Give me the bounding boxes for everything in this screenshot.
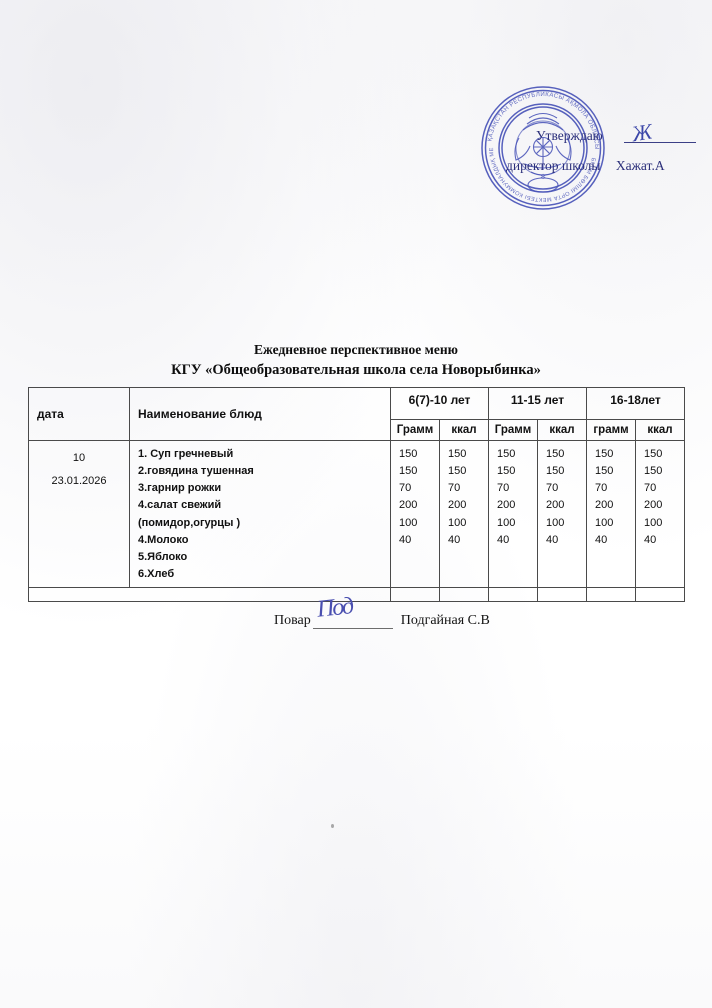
header-gram-16-18: грамм xyxy=(586,419,636,441)
table-header-row-groups: дата Наименование блюд 6(7)-10 лет 11-15… xyxy=(28,387,685,441)
cook-role-label: Повар xyxy=(274,613,311,628)
header-age-group-6-10: 6(7)-10 лет xyxy=(390,387,489,420)
list-item: 150 xyxy=(546,448,565,460)
cell-gram-16-18: 150 150 70 200 100 40 xyxy=(586,439,636,589)
approval-block: Утверждаю Ж директор школы Хажат.А xyxy=(506,119,706,173)
list-item: 100 xyxy=(595,516,614,529)
list-item: 150 xyxy=(497,465,516,478)
list-item: 40 xyxy=(399,533,412,546)
list-item: 40 xyxy=(546,533,559,546)
list-item: 40 xyxy=(595,533,608,546)
list-item: 70 xyxy=(448,482,461,495)
list-item: 150 xyxy=(644,448,663,460)
director-signature-line xyxy=(624,142,696,143)
official-seal-stamp: ҚАЗАҚСТАН РЕСПУБЛИКАСЫ АҚМОЛА ОБЛЫСЫ АҚК… xyxy=(479,84,607,212)
list-item: 3.гарнир рожки xyxy=(138,482,222,495)
svg-text:✻: ✻ xyxy=(540,173,546,181)
list-item: 200 xyxy=(644,499,663,512)
list-item: 150 xyxy=(448,465,467,478)
director-position-label: директор школы xyxy=(506,158,601,173)
empty-cell-kcal-16-18 xyxy=(635,587,685,603)
list-item: 6.Хлеб xyxy=(138,568,175,581)
list-item: 40 xyxy=(644,533,657,546)
list-item: 150 xyxy=(595,465,614,478)
cell-kcal-11-15: 150 150 70 200 100 40 xyxy=(537,439,587,589)
list-item: 40 xyxy=(448,533,461,546)
cell-gram-11-15: 150 150 70 200 100 40 xyxy=(488,439,538,589)
page-title: Ежедневное перспективное меню КГУ «Общео… xyxy=(0,340,712,381)
empty-cell-kcal-11-15 xyxy=(537,587,587,603)
menu-table: дата Наименование блюд 6(7)-10 лет 11-15… xyxy=(28,387,685,603)
list-item: 200 xyxy=(546,499,565,512)
list-item: 150 xyxy=(399,448,418,460)
header-kcal-16-18: ккал xyxy=(635,419,685,441)
list-item: 2.говядина тушенная xyxy=(138,465,254,478)
list-item: 200 xyxy=(448,499,467,512)
cook-signature-line: Под xyxy=(312,593,393,629)
director-name: Хажат.А xyxy=(615,158,665,173)
header-age-group-11-15: 11-15 лет xyxy=(488,387,587,420)
list-item: 70 xyxy=(644,482,657,495)
list-item: 100 xyxy=(399,516,418,529)
empty-cell-gram-6-10 xyxy=(390,587,440,603)
approval-row-director: директор школы Хажат.А xyxy=(506,156,665,177)
list-item: 150 xyxy=(644,465,663,478)
list-item: (помидор,огурцы ) xyxy=(138,516,241,529)
empty-cell-gram-16-18 xyxy=(586,587,636,603)
title-line-1: Ежедневное перспективное меню xyxy=(254,342,458,357)
header-gram-6-10: Грамм xyxy=(390,419,440,441)
list-item: 100 xyxy=(644,516,663,529)
header-date: дата xyxy=(28,387,130,441)
list-item: 4.салат свежий xyxy=(138,499,222,512)
cook-name: Подгайная С.В xyxy=(400,613,490,628)
list-item: 100 xyxy=(546,516,565,529)
header-kcal-11-15: ккал xyxy=(537,419,587,441)
approval-row-utverzhdayu: Утверждаю Ж xyxy=(506,119,706,146)
list-item: 150 xyxy=(546,465,565,478)
list-item: 5.Яблоко xyxy=(138,550,188,563)
list-item: 150 xyxy=(448,448,467,460)
cell-date: 10 23.01.2026 xyxy=(28,439,130,589)
header-age-group-16-18: 16-18лет xyxy=(586,387,685,420)
list-item: 70 xyxy=(595,482,608,495)
table-row: 10 23.01.2026 1. Суп гречневый 2.говядина… xyxy=(28,439,685,589)
director-signature-glyph: Ж xyxy=(630,118,653,147)
approval-word: Утверждаю xyxy=(536,128,603,143)
cell-gram-6-10: 150 150 70 200 100 40 xyxy=(390,439,440,589)
cell-kcal-6-10: 150 150 70 200 100 40 xyxy=(439,439,489,589)
table-row-empty xyxy=(28,587,685,603)
empty-cell-kcal-6-10 xyxy=(439,587,489,603)
cook-signature-glyph: Под xyxy=(315,593,354,623)
list-item: 100 xyxy=(497,516,516,529)
title-line-2: КГУ «Общеобразовательная школа села Ново… xyxy=(171,361,541,378)
list-item: 150 xyxy=(595,448,614,460)
header-gram-11-15: Грамм xyxy=(488,419,538,441)
date-day-number: 10 xyxy=(72,452,86,464)
cell-kcal-16-18: 150 150 70 200 100 40 xyxy=(635,439,685,589)
list-item: 4.Молоко xyxy=(138,533,189,546)
header-kcal-6-10: ккал xyxy=(439,419,489,441)
list-item: 40 xyxy=(497,533,510,546)
cook-signature-block: Повар Под Подгайная С.В xyxy=(274,593,490,629)
cell-dish-list: 1. Суп гречневый 2.говядина тушенная 3.гар… xyxy=(129,439,391,589)
list-item: 200 xyxy=(595,499,614,512)
list-item: 100 xyxy=(448,516,467,529)
list-item: 70 xyxy=(546,482,559,495)
list-item: 70 xyxy=(497,482,510,495)
list-item: 70 xyxy=(399,482,412,495)
list-item: 150 xyxy=(497,448,516,460)
empty-cell-gram-11-15 xyxy=(488,587,538,603)
list-item: 200 xyxy=(399,499,418,512)
list-item: 200 xyxy=(497,499,516,512)
list-item: 1. Суп гречневый xyxy=(138,448,234,460)
scan-artifact-speck xyxy=(331,824,334,828)
header-dish-name: Наименование блюд xyxy=(129,387,391,441)
date-full: 23.01.2026 xyxy=(51,475,107,488)
list-item: 150 xyxy=(399,465,418,478)
